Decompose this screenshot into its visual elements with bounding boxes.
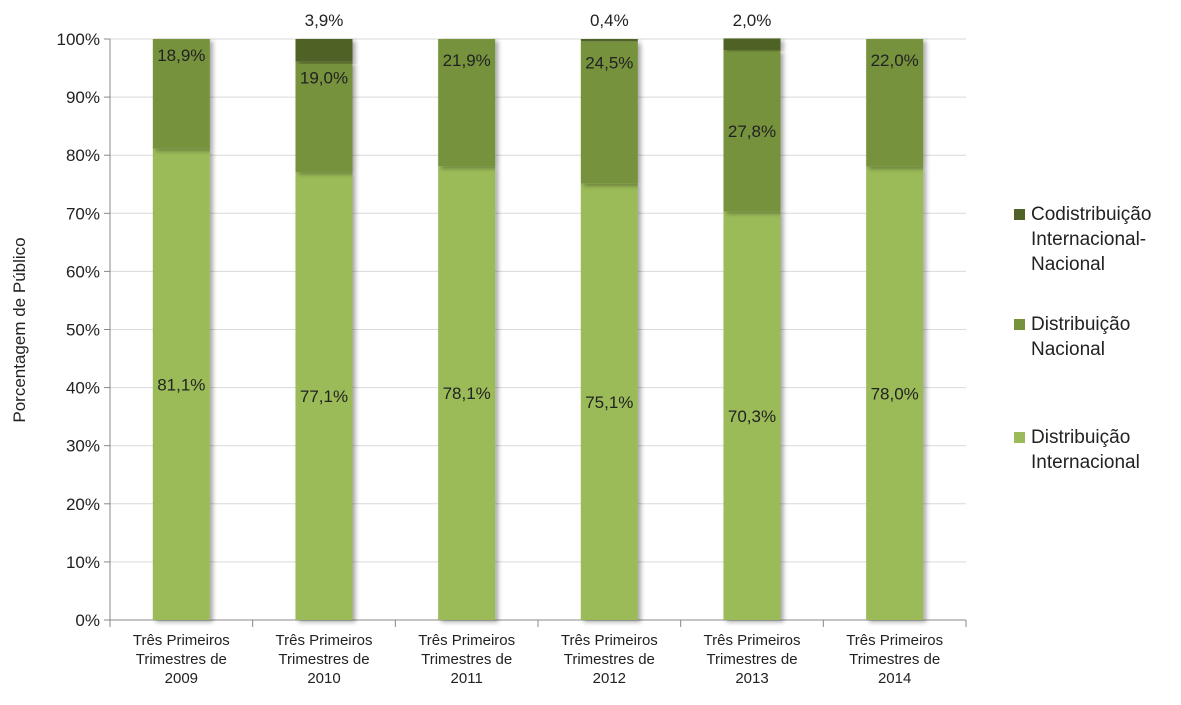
data-label: 18,9% xyxy=(157,46,205,65)
data-label: 78,0% xyxy=(871,384,919,403)
legend-swatch xyxy=(1014,432,1025,443)
legend-label: Distribuição xyxy=(1031,427,1130,448)
bar-segment xyxy=(723,50,781,212)
bar-segment xyxy=(866,166,924,620)
data-label: 77,1% xyxy=(300,387,348,406)
y-axis-title: Porcentagem de Público xyxy=(10,237,29,422)
x-category-label: Trimestres de xyxy=(706,651,797,668)
data-label: 19,0% xyxy=(300,69,348,88)
x-category-label: Trimestres de xyxy=(278,651,369,668)
y-tick-label: 10% xyxy=(66,553,100,572)
legend: Codistribuição Internacional- Nacional Dist… xyxy=(1014,204,1151,473)
data-label: 24,5% xyxy=(585,53,633,72)
x-category-label: 2011 xyxy=(451,670,483,687)
bar-segment xyxy=(152,148,210,620)
y-tick-label: 40% xyxy=(66,379,100,398)
y-tick-label: 50% xyxy=(66,321,100,340)
y-tick-label: 100% xyxy=(57,30,100,49)
x-category-label: 2014 xyxy=(878,670,911,687)
x-category-label: Trimestres de xyxy=(421,651,512,668)
legend-label: Nacional xyxy=(1031,339,1105,360)
x-category-label: Três Primeiros xyxy=(133,632,230,649)
legend-label: Codistribuição xyxy=(1031,204,1151,225)
y-tick-label: 0% xyxy=(75,611,100,630)
data-label: 75,1% xyxy=(585,393,633,412)
x-category-label: 2009 xyxy=(165,670,198,687)
x-category-label: 2012 xyxy=(593,670,626,687)
y-tick-label: 20% xyxy=(66,495,100,514)
y-tick-label: 60% xyxy=(66,262,100,281)
data-label: 0,4% xyxy=(590,11,629,30)
data-label: 2,0% xyxy=(733,11,772,30)
bars xyxy=(152,38,924,620)
bar-segment xyxy=(295,172,353,620)
x-category-label: Três Primeiros xyxy=(276,632,373,649)
y-tick-label: 80% xyxy=(66,146,100,165)
legend-swatch xyxy=(1014,319,1025,330)
x-category-label: Trimestres de xyxy=(564,651,655,668)
bar-segment xyxy=(295,61,353,173)
bar-segment xyxy=(152,39,210,149)
x-category-label: Três Primeiros xyxy=(704,632,801,649)
legend-label: Internacional xyxy=(1031,452,1140,473)
axes: 0% 10% 20% 30% 40% 50% 60% 70% 80% 90% 100% Três Pr… xyxy=(57,30,967,687)
data-label: 81,1% xyxy=(157,375,205,394)
y-tick-label: 90% xyxy=(66,88,100,107)
legend-label: Internacional- xyxy=(1031,229,1146,250)
bar-segment xyxy=(723,38,781,51)
legend-label: Distribuição xyxy=(1031,314,1130,335)
data-labels: 81,1% 18,9% 77,1% 19,0% 3,9% 78,1% 21,9% 75,1% 2… xyxy=(157,11,919,426)
x-category-label: 2013 xyxy=(735,670,768,687)
bar-segment xyxy=(580,39,638,42)
bar-segment xyxy=(866,39,924,167)
data-label: 78,1% xyxy=(443,384,491,403)
gridlines xyxy=(110,38,966,563)
x-category-label: Três Primeiros xyxy=(418,632,515,649)
x-category-label: 2010 xyxy=(307,670,340,687)
data-label: 22,0% xyxy=(871,51,919,70)
bar-segment xyxy=(723,211,781,620)
data-label: 27,8% xyxy=(728,122,776,141)
data-label: 21,9% xyxy=(443,51,491,70)
legend-swatch xyxy=(1014,209,1025,220)
y-tick-label: 30% xyxy=(66,437,100,456)
bar-segment xyxy=(295,39,353,62)
bar-segment xyxy=(438,39,496,167)
x-category-label: Trimestres de xyxy=(136,651,227,668)
legend-label: Nacional xyxy=(1031,254,1105,275)
data-label: 70,3% xyxy=(728,407,776,426)
x-category-label: Trimestres de xyxy=(849,651,940,668)
x-category-label: Três Primeiros xyxy=(561,632,658,649)
bar-segment xyxy=(580,41,638,184)
bar-segment xyxy=(438,166,496,620)
y-tick-label: 70% xyxy=(66,204,100,223)
bar-segment xyxy=(580,183,638,620)
data-label: 3,9% xyxy=(305,11,344,30)
x-category-label: Três Primeiros xyxy=(846,632,943,649)
